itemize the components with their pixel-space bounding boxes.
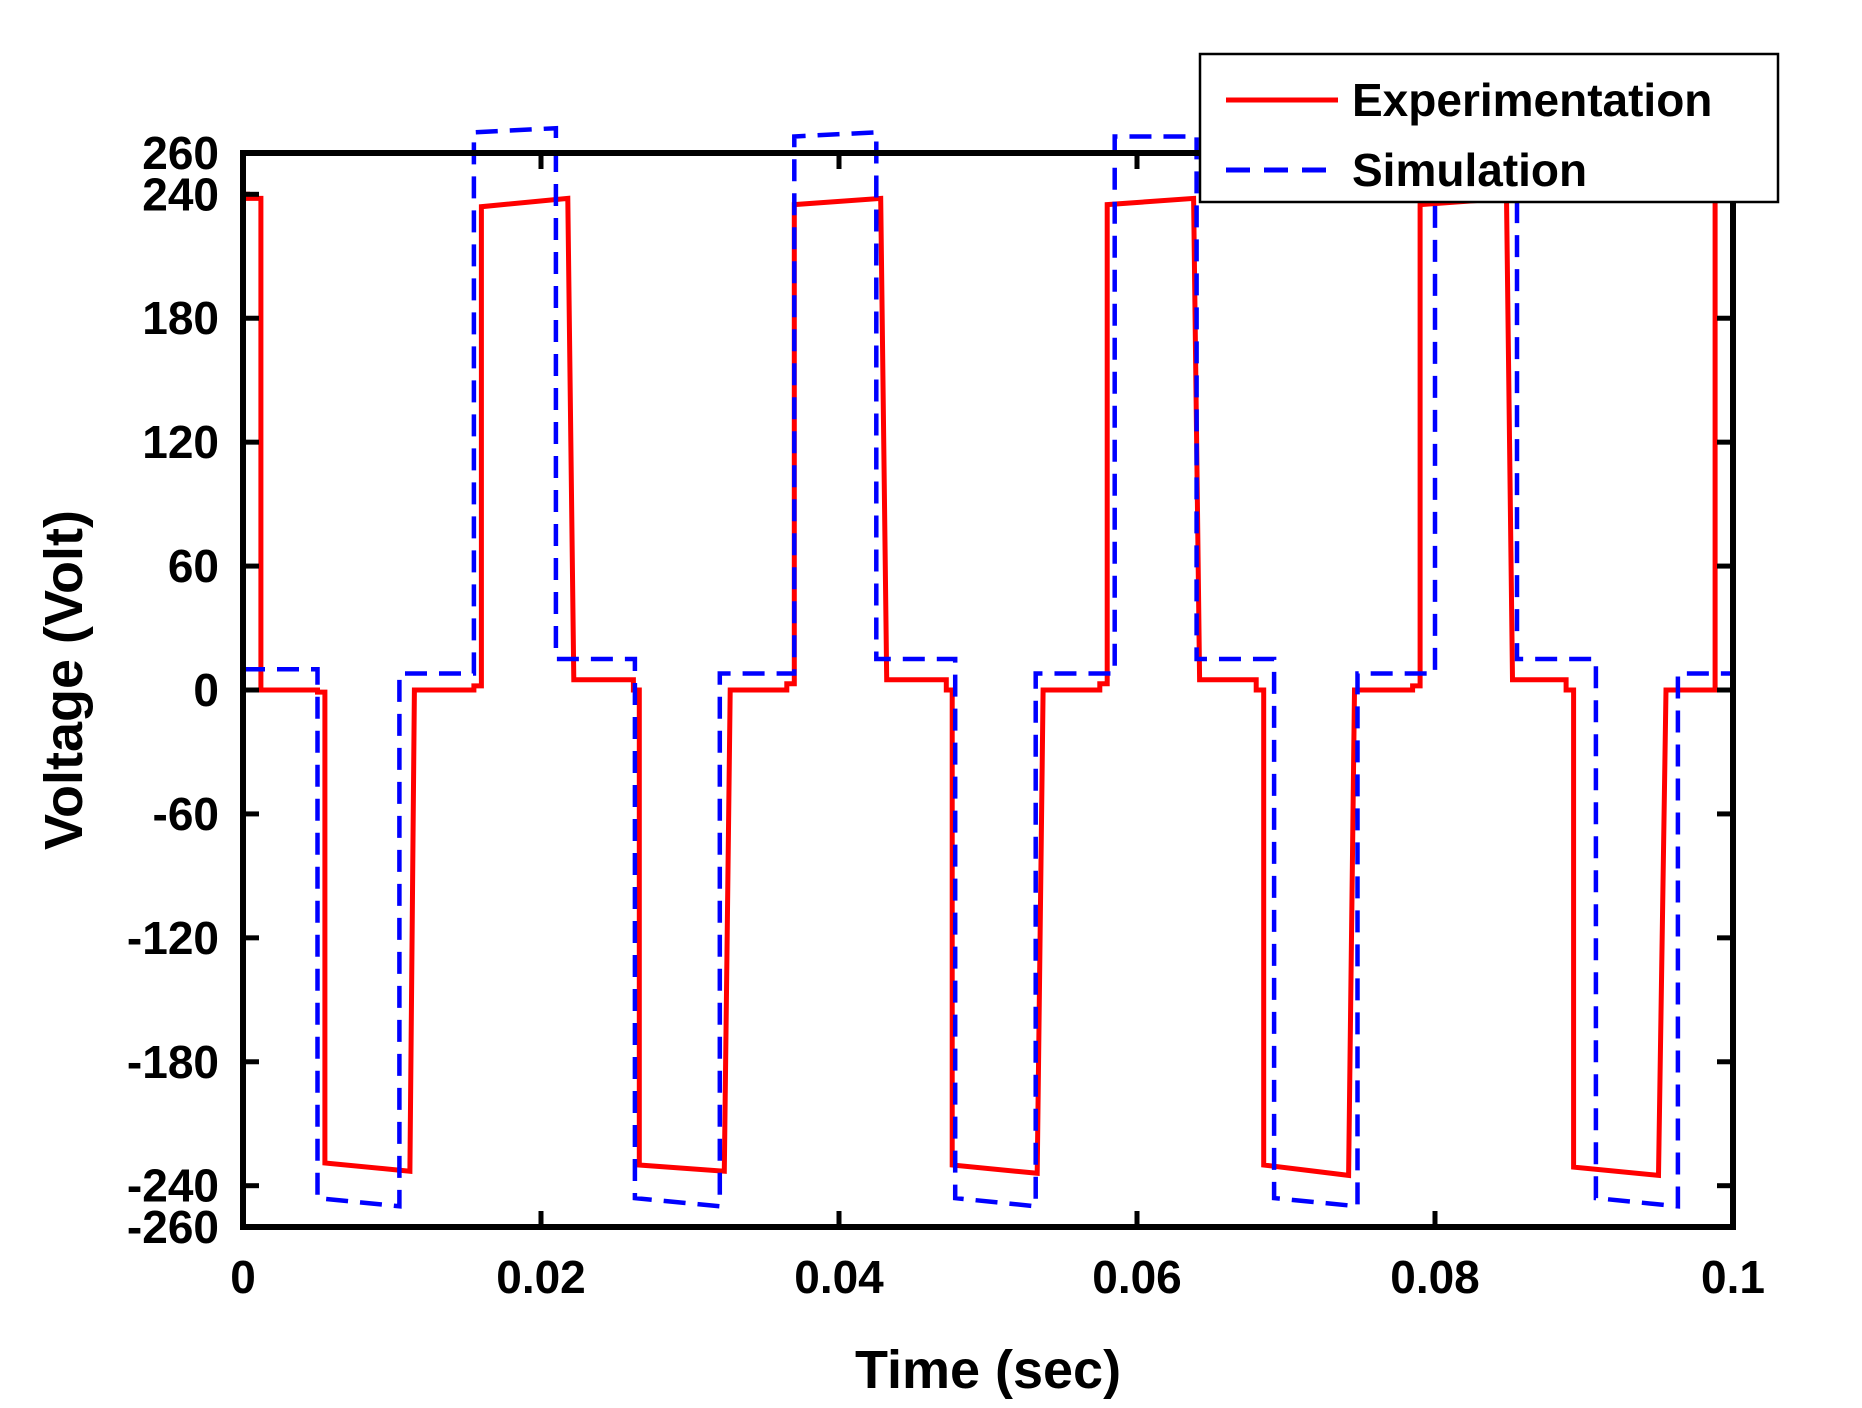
- legend-box: [1198, 52, 1780, 204]
- y-tick-label: 180: [142, 292, 219, 344]
- y-tick-label: -260: [127, 1201, 219, 1253]
- x-tick-label: 0.06: [1092, 1251, 1182, 1303]
- legend-label-simulation: Simulation: [1352, 144, 1587, 196]
- y-tick-label: 0: [193, 664, 219, 716]
- x-axis-title: Time (sec): [855, 1340, 1121, 1400]
- x-tick-label: 0.1: [1701, 1251, 1765, 1303]
- x-tick-label: 0: [230, 1251, 256, 1303]
- x-tick-label: 0.02: [496, 1251, 586, 1303]
- y-tick-label: 240: [142, 168, 219, 220]
- y-tick-label: -60: [153, 788, 219, 840]
- y-tick-label: 60: [168, 540, 219, 592]
- y-tick-label: -180: [127, 1036, 219, 1088]
- y-tick-label: 260: [142, 127, 219, 179]
- y-tick-label: -120: [127, 912, 219, 964]
- x-tick-label: 0.04: [794, 1251, 884, 1303]
- y-tick-label: 120: [142, 416, 219, 468]
- y-tick-label: -240: [127, 1160, 219, 1212]
- series-line-experimentation: [243, 191, 1733, 1179]
- series-line-simulation: [243, 125, 1733, 1209]
- y-axis-title: Voltage (Volt): [34, 510, 94, 850]
- x-tick-label: 0.08: [1390, 1251, 1480, 1303]
- legend-label-experimentation: Experimentation: [1352, 74, 1712, 126]
- legend: Experimentation Simulation: [1198, 52, 1780, 204]
- series-layer: [243, 125, 1733, 1209]
